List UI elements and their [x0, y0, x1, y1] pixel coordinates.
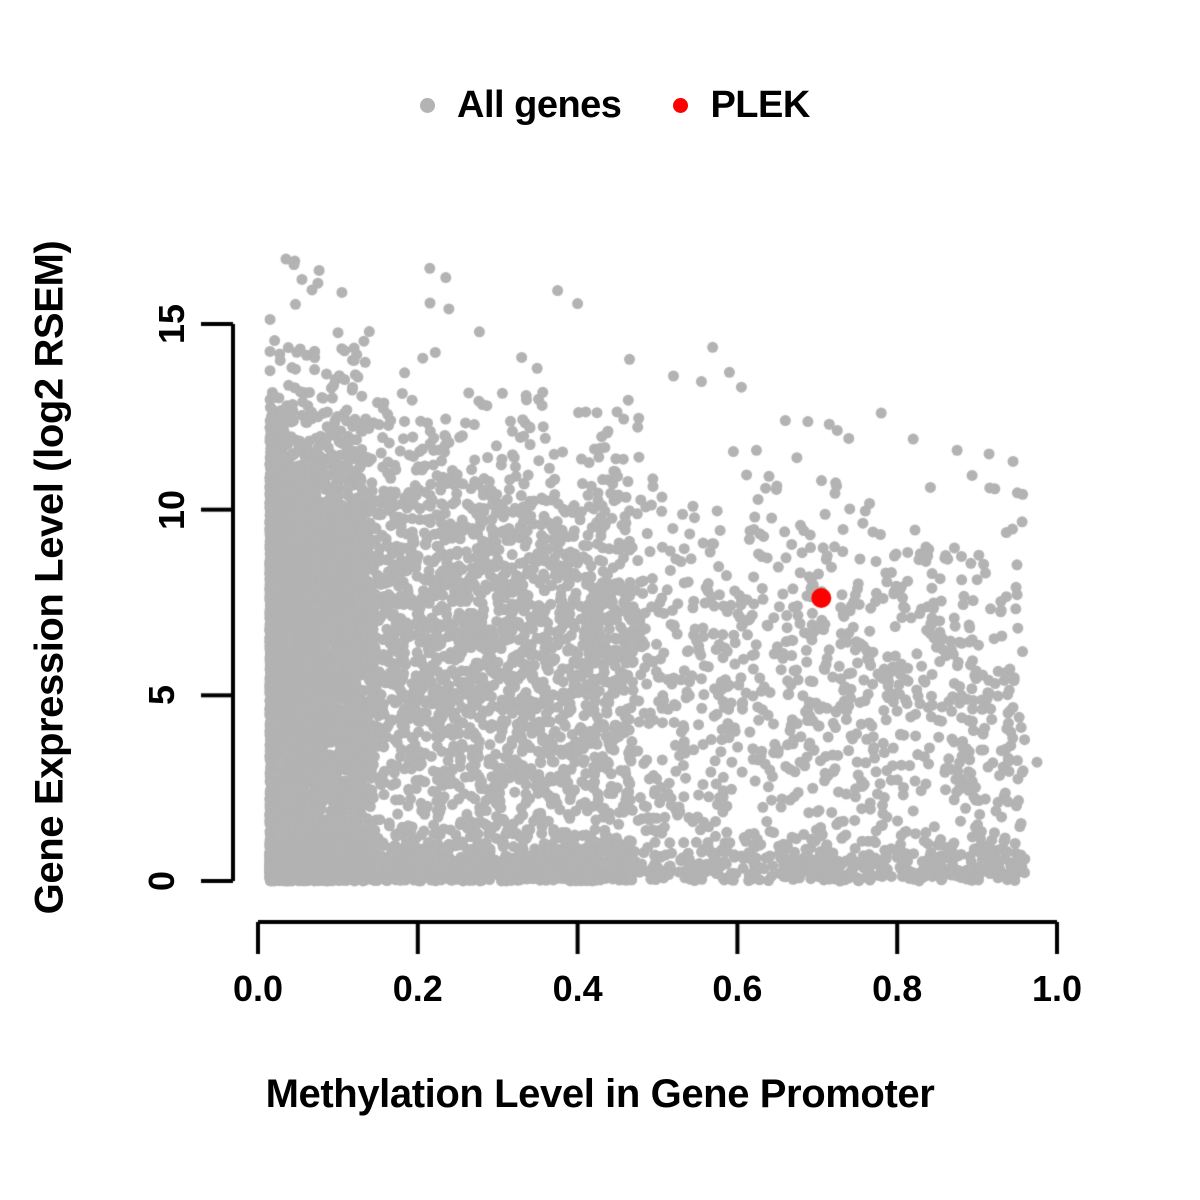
x-tick-label: 0.0	[232, 968, 284, 1009]
legend-marker-plek-icon	[673, 98, 689, 113]
legend-label-plek: PLEK	[710, 84, 810, 126]
y-axis-title: Gene Expression Level (log2 RSEM)	[27, 240, 72, 915]
x-tick-label: 0.6	[712, 968, 763, 1009]
y-tick-label: 5	[141, 685, 183, 706]
y-tick-label: 0	[141, 870, 183, 892]
x-tick-label: 0.2	[392, 968, 443, 1009]
x-tick-label: 0.4	[552, 968, 603, 1009]
x-axis-title: Methylation Level in Gene Promoter	[265, 1072, 935, 1116]
chart-legend: All genes PLEK	[420, 84, 810, 127]
legend-item-all-genes: All genes	[420, 84, 622, 127]
legend-item-plek: PLEK	[673, 84, 810, 127]
x-tick-label: 0.8	[872, 968, 923, 1009]
x-tick-label: 1.0	[1031, 968, 1083, 1009]
y-tick-label: 10	[151, 489, 193, 530]
legend-marker-all-genes-icon	[420, 98, 435, 113]
legend-label-all-genes: All genes	[457, 84, 622, 126]
y-tick-label: 15	[151, 303, 193, 345]
